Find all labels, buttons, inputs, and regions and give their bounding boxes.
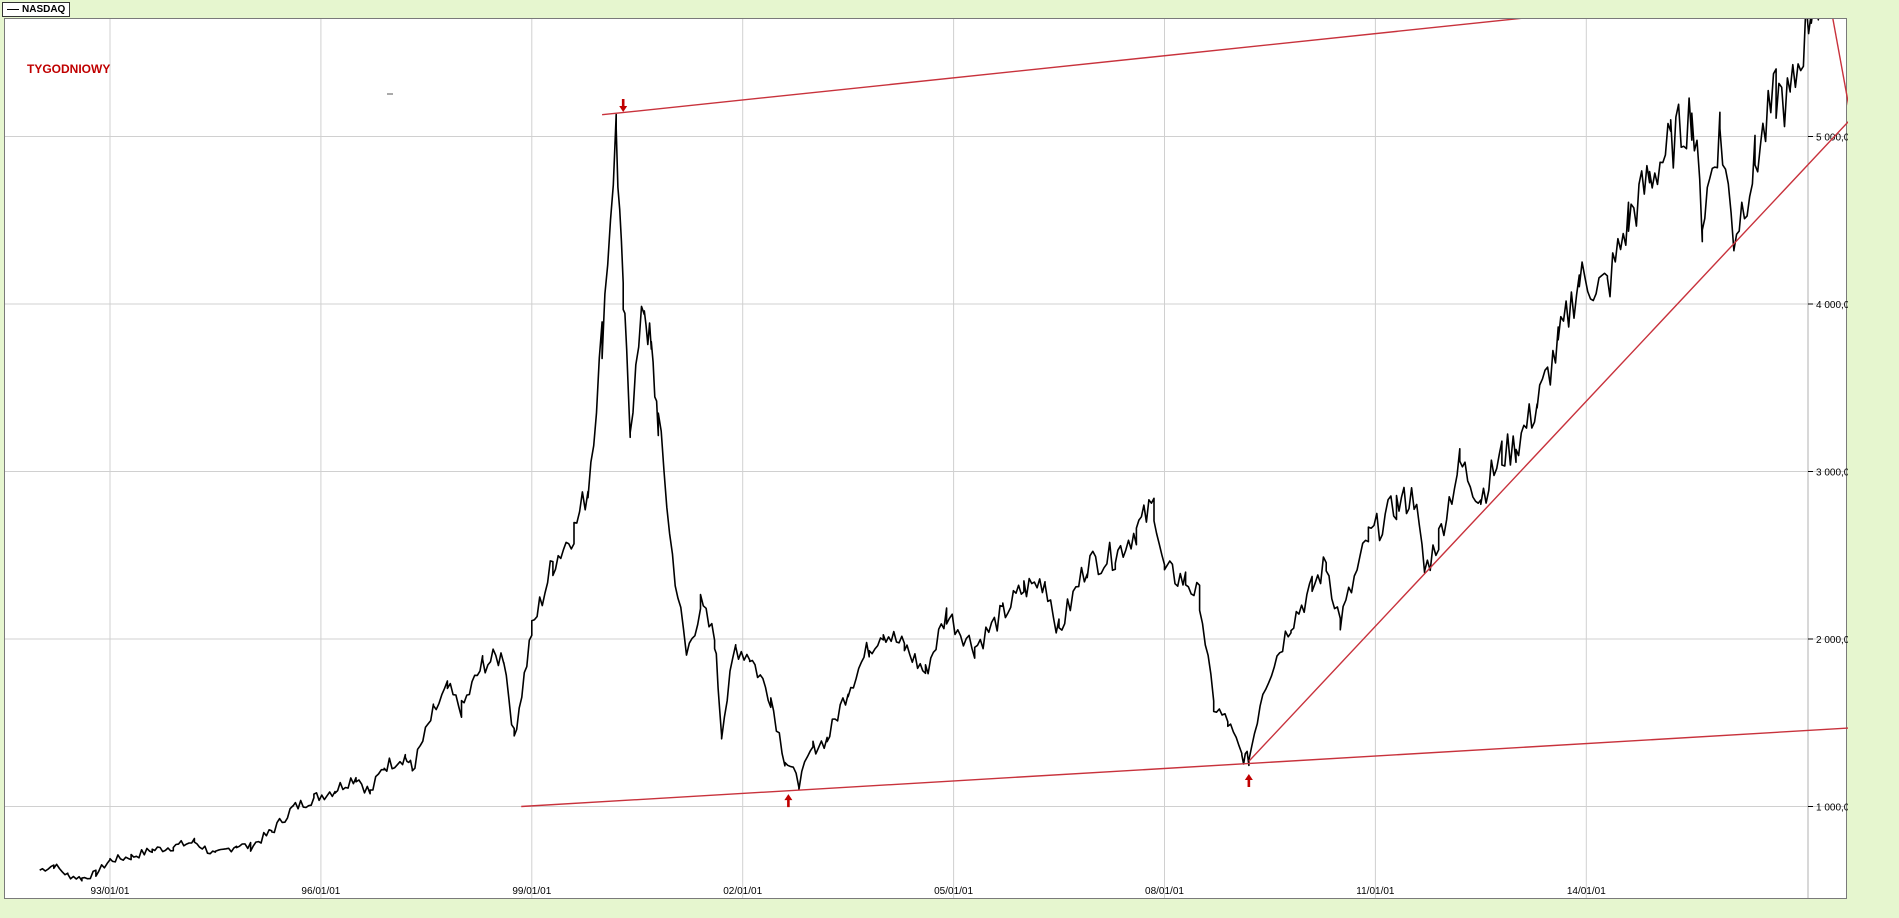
legend-swatch [7, 9, 19, 10]
price-series-line [39, 19, 1820, 882]
x-tick-label: 05/01/01 [934, 886, 973, 897]
trough-arrow-up [1244, 774, 1253, 788]
x-tick-label: 08/01/01 [1145, 886, 1184, 897]
trendline [521, 727, 1848, 808]
legend[interactable]: NASDAQ [2, 2, 71, 17]
x-tick-label: 11/01/01 [1356, 886, 1395, 897]
x-tick-label: 99/01/01 [512, 886, 551, 897]
y-tick-label: 3 000,00 [1816, 468, 1848, 479]
y-tick-label: 1 000,00 [1816, 803, 1848, 814]
x-tick-label: 02/01/01 [723, 886, 762, 897]
y-tick-label: 5 000,00 [1816, 133, 1848, 144]
peak-arrow-down [619, 99, 628, 113]
period-label: TYGODNIOWY [27, 62, 111, 76]
legend-label: NASDAQ [22, 4, 66, 15]
x-tick-label: 96/01/01 [301, 886, 340, 897]
trough-arrow-up [784, 794, 793, 808]
x-tick-label: 14/01/01 [1567, 886, 1606, 897]
x-tick-label: 93/01/01 [91, 886, 130, 897]
y-tick-label: 4 000,00 [1816, 300, 1848, 311]
chart-plot-area: 93/01/01 96/01/01 99/01/01 02/01/01 05/01/01… [4, 18, 1848, 899]
nasdaq-chart: 93/01/01 96/01/01 99/01/01 02/01/01 05/01/01… [5, 19, 1848, 898]
trendline [602, 19, 1522, 116]
y-tick-label: 2 000,00 [1816, 635, 1848, 646]
trendline [1832, 19, 1848, 106]
trendline [1248, 120, 1848, 762]
